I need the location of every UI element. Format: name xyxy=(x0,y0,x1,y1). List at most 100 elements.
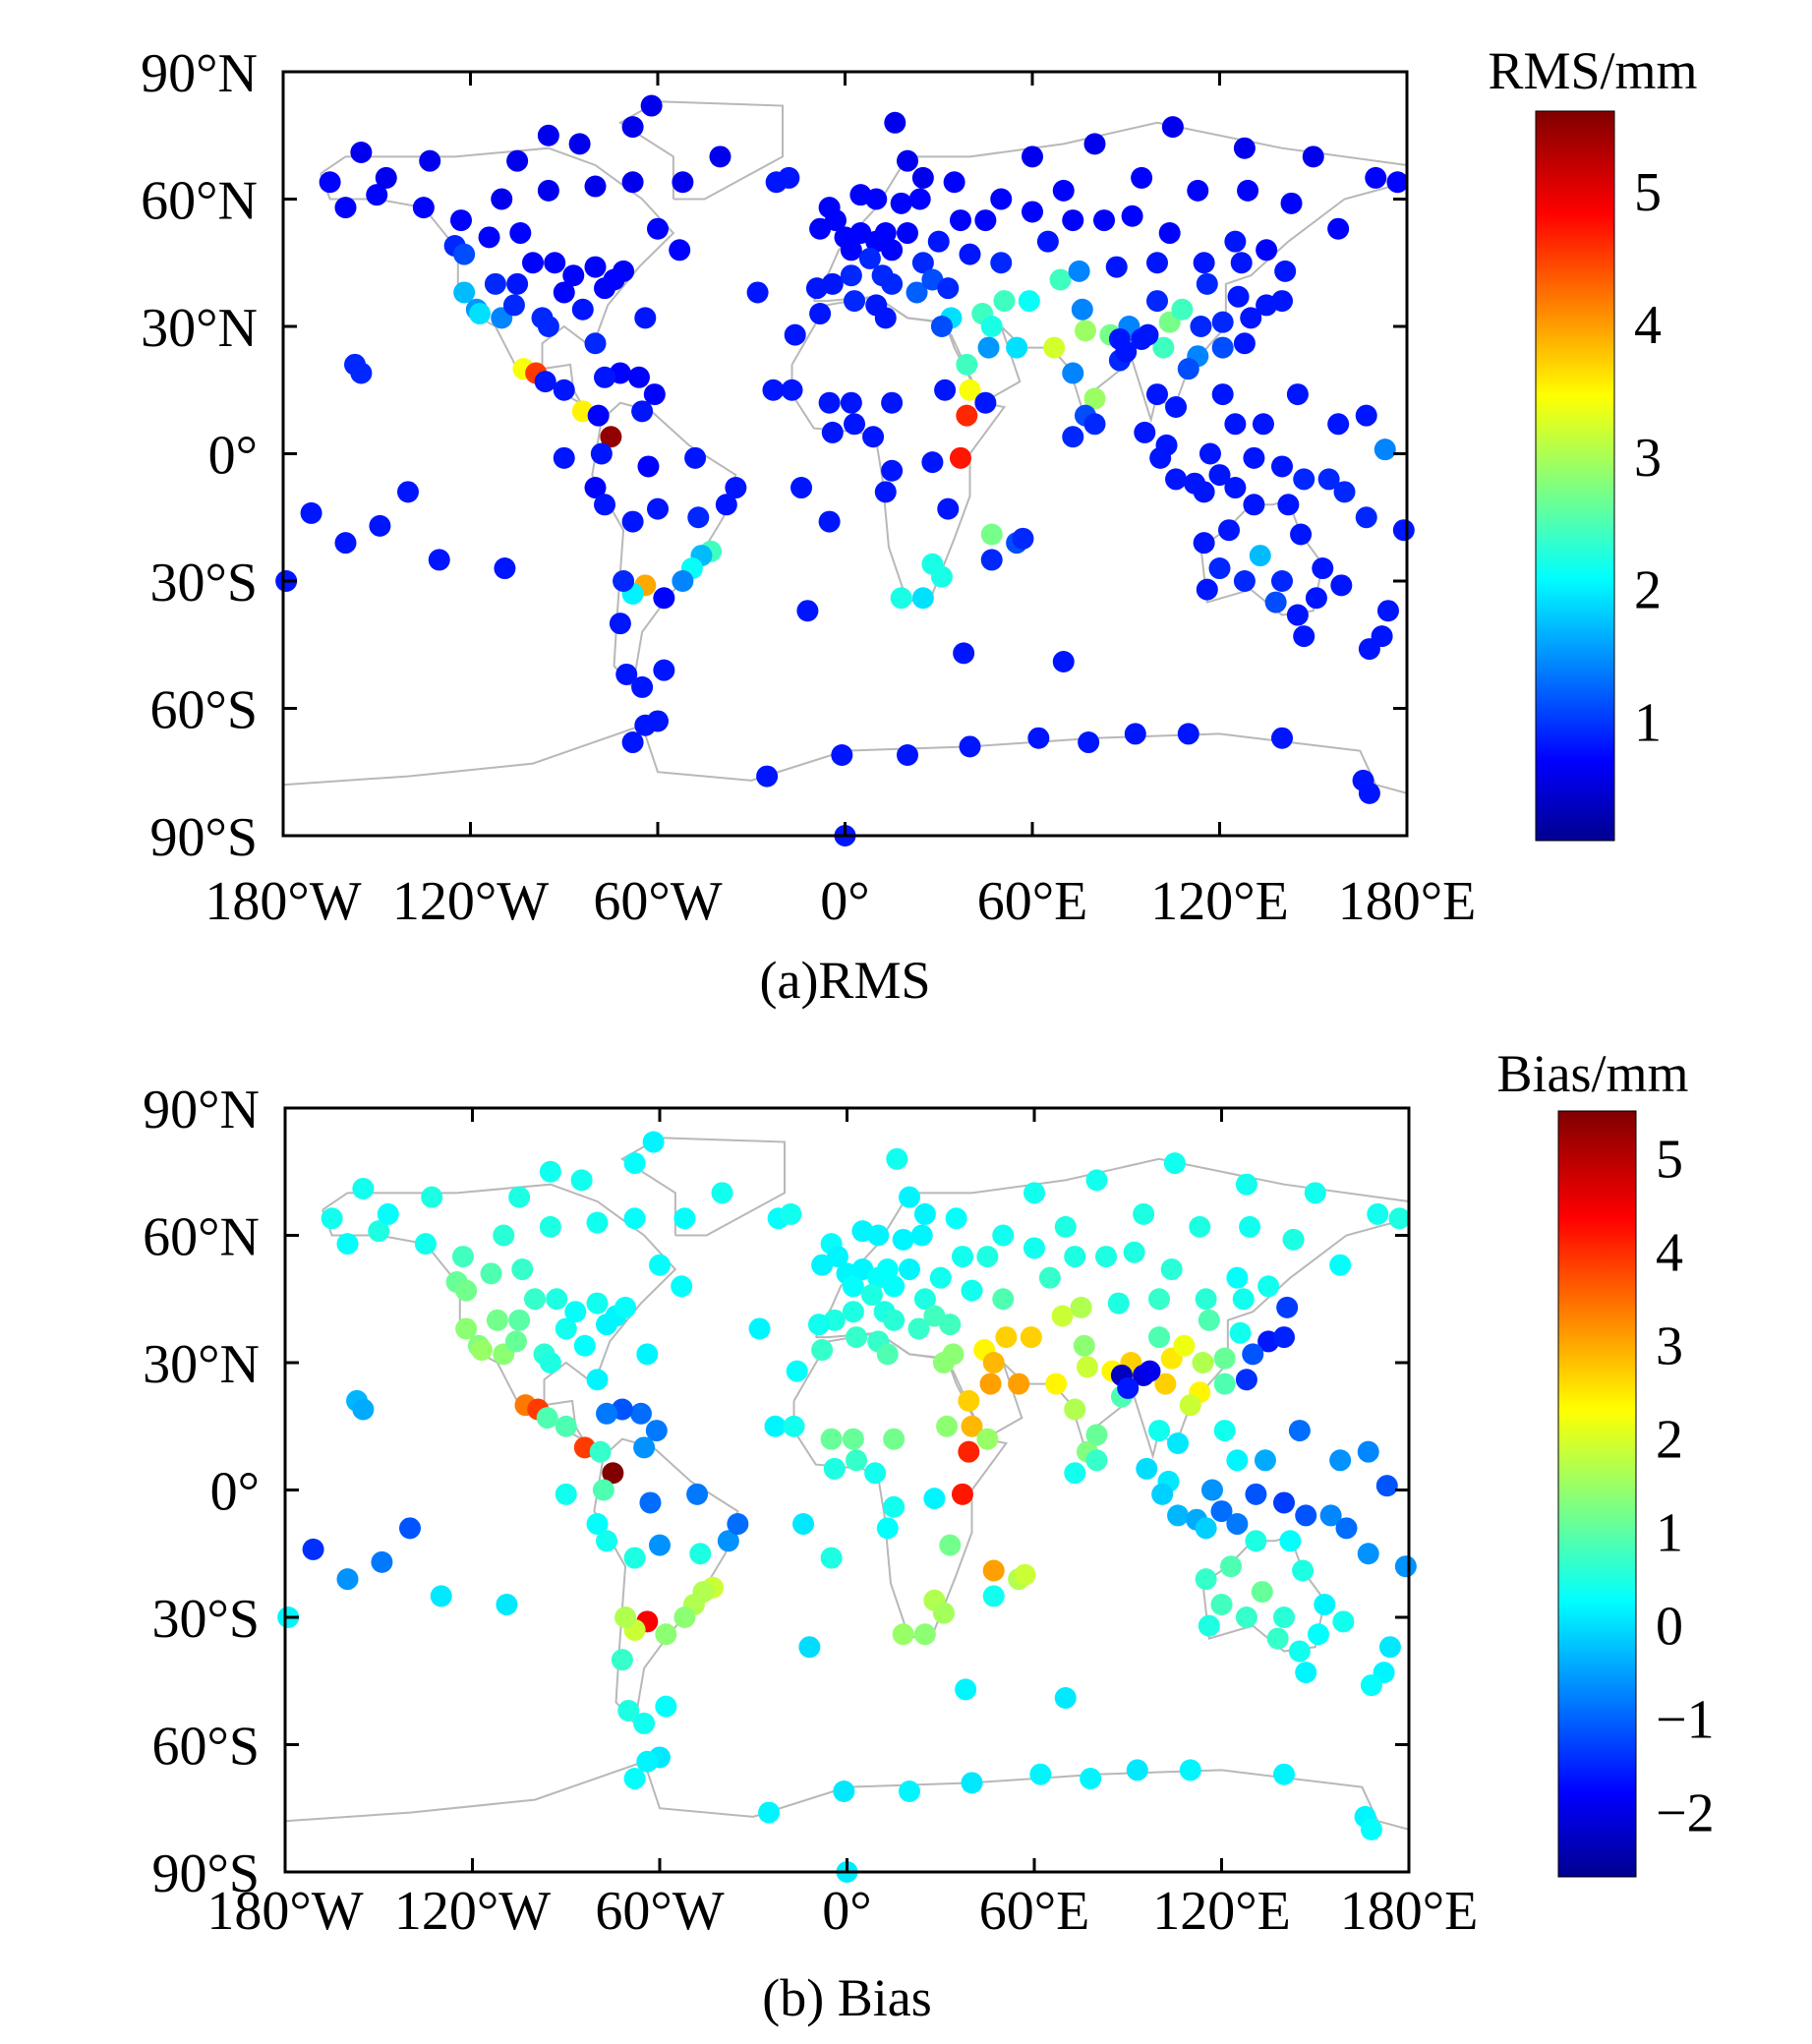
station-point xyxy=(1131,166,1153,189)
station-point xyxy=(1020,1326,1042,1349)
station-point xyxy=(982,1352,1005,1373)
station-point xyxy=(478,226,500,249)
station-point xyxy=(937,497,960,520)
station-point xyxy=(833,1780,855,1802)
station-point xyxy=(623,1152,646,1175)
station-point xyxy=(684,446,707,469)
station-point xyxy=(1105,256,1128,278)
station-point xyxy=(1282,1228,1305,1251)
rms-caption: (a)RMS xyxy=(760,951,931,1010)
station-point xyxy=(906,281,928,304)
station-point xyxy=(634,714,657,736)
station-point xyxy=(508,1309,531,1331)
station-point xyxy=(1043,336,1066,359)
station-point xyxy=(1271,290,1293,313)
station-point xyxy=(655,1695,677,1718)
station-point xyxy=(874,222,897,245)
station-point xyxy=(844,413,866,436)
station-point xyxy=(484,272,506,295)
station-point xyxy=(1008,1372,1030,1395)
station-point xyxy=(1280,192,1303,214)
station-point xyxy=(976,1246,999,1268)
station-point xyxy=(907,1317,930,1340)
station-point xyxy=(1233,137,1256,159)
colorbar-tick-label: 3 xyxy=(1656,1316,1683,1377)
station-point xyxy=(820,1547,843,1569)
station-point xyxy=(995,1326,1018,1349)
station-point xyxy=(1327,217,1350,240)
station-point xyxy=(1165,396,1188,419)
station-point xyxy=(881,459,904,482)
station-point xyxy=(672,570,694,592)
station-point xyxy=(1193,532,1215,555)
station-point xyxy=(334,197,357,219)
station-point xyxy=(1304,1182,1326,1204)
station-point xyxy=(958,1440,980,1463)
station-point xyxy=(764,1415,787,1437)
station-point xyxy=(1388,1207,1411,1230)
station-point xyxy=(647,217,669,240)
station-point xyxy=(821,421,844,443)
station-point xyxy=(334,532,357,555)
station-point xyxy=(783,1415,805,1437)
station-point xyxy=(1329,1449,1352,1472)
station-point xyxy=(469,303,492,325)
station-point xyxy=(1358,782,1380,804)
station-point xyxy=(1115,340,1138,363)
station-point xyxy=(1148,1326,1170,1349)
station-point xyxy=(1232,1288,1255,1311)
station-point xyxy=(1264,591,1287,613)
station-point xyxy=(1394,1555,1417,1578)
station-point xyxy=(1335,1517,1358,1540)
station-point xyxy=(1014,1563,1036,1586)
station-point xyxy=(594,366,616,388)
x-tick-label: 0° xyxy=(820,871,869,932)
station-point xyxy=(631,675,654,698)
station-point xyxy=(1245,1530,1267,1552)
station-point xyxy=(673,1207,696,1230)
station-point xyxy=(1224,477,1247,499)
station-point xyxy=(366,184,388,206)
station-point xyxy=(1083,387,1106,410)
station-point xyxy=(908,188,931,210)
station-point xyxy=(939,1314,962,1336)
x-tick-label: 120°W xyxy=(394,1881,551,1942)
station-point xyxy=(899,1186,920,1208)
station-point xyxy=(1160,1258,1183,1281)
station-point xyxy=(1358,638,1380,661)
station-point xyxy=(1062,426,1084,448)
station-point xyxy=(1054,1687,1077,1710)
station-point xyxy=(1355,404,1377,427)
station-point xyxy=(1257,1275,1280,1298)
station-point xyxy=(1029,1763,1052,1785)
station-point xyxy=(1378,1636,1401,1659)
station-point xyxy=(1375,1475,1398,1497)
station-point xyxy=(1196,272,1218,295)
station-point xyxy=(1254,1449,1276,1472)
station-point xyxy=(633,1712,656,1734)
station-point xyxy=(451,1246,474,1268)
station-point xyxy=(1179,1394,1201,1417)
station-point xyxy=(613,570,635,592)
station-point xyxy=(453,243,476,265)
y-tick-label: 30°N xyxy=(143,1334,260,1395)
x-tick-label: 0° xyxy=(822,1881,871,1942)
station-point xyxy=(961,1279,983,1302)
station-point xyxy=(1374,438,1396,461)
x-tick-label: 180°E xyxy=(1340,1881,1479,1942)
x-tick-label: 120°E xyxy=(1150,871,1289,932)
station-point xyxy=(1068,260,1090,282)
station-point xyxy=(375,166,397,189)
station-point xyxy=(594,494,616,516)
station-point xyxy=(1286,383,1309,406)
station-point xyxy=(587,404,610,427)
station-point xyxy=(977,336,1000,359)
station-point xyxy=(589,1440,612,1463)
station-point xyxy=(430,1585,452,1607)
station-point xyxy=(959,243,981,265)
station-point xyxy=(455,1279,478,1302)
station-point xyxy=(1052,179,1075,202)
station-point xyxy=(1293,625,1315,648)
station-point xyxy=(1133,1202,1155,1225)
coastline-4 xyxy=(792,1331,1009,1640)
